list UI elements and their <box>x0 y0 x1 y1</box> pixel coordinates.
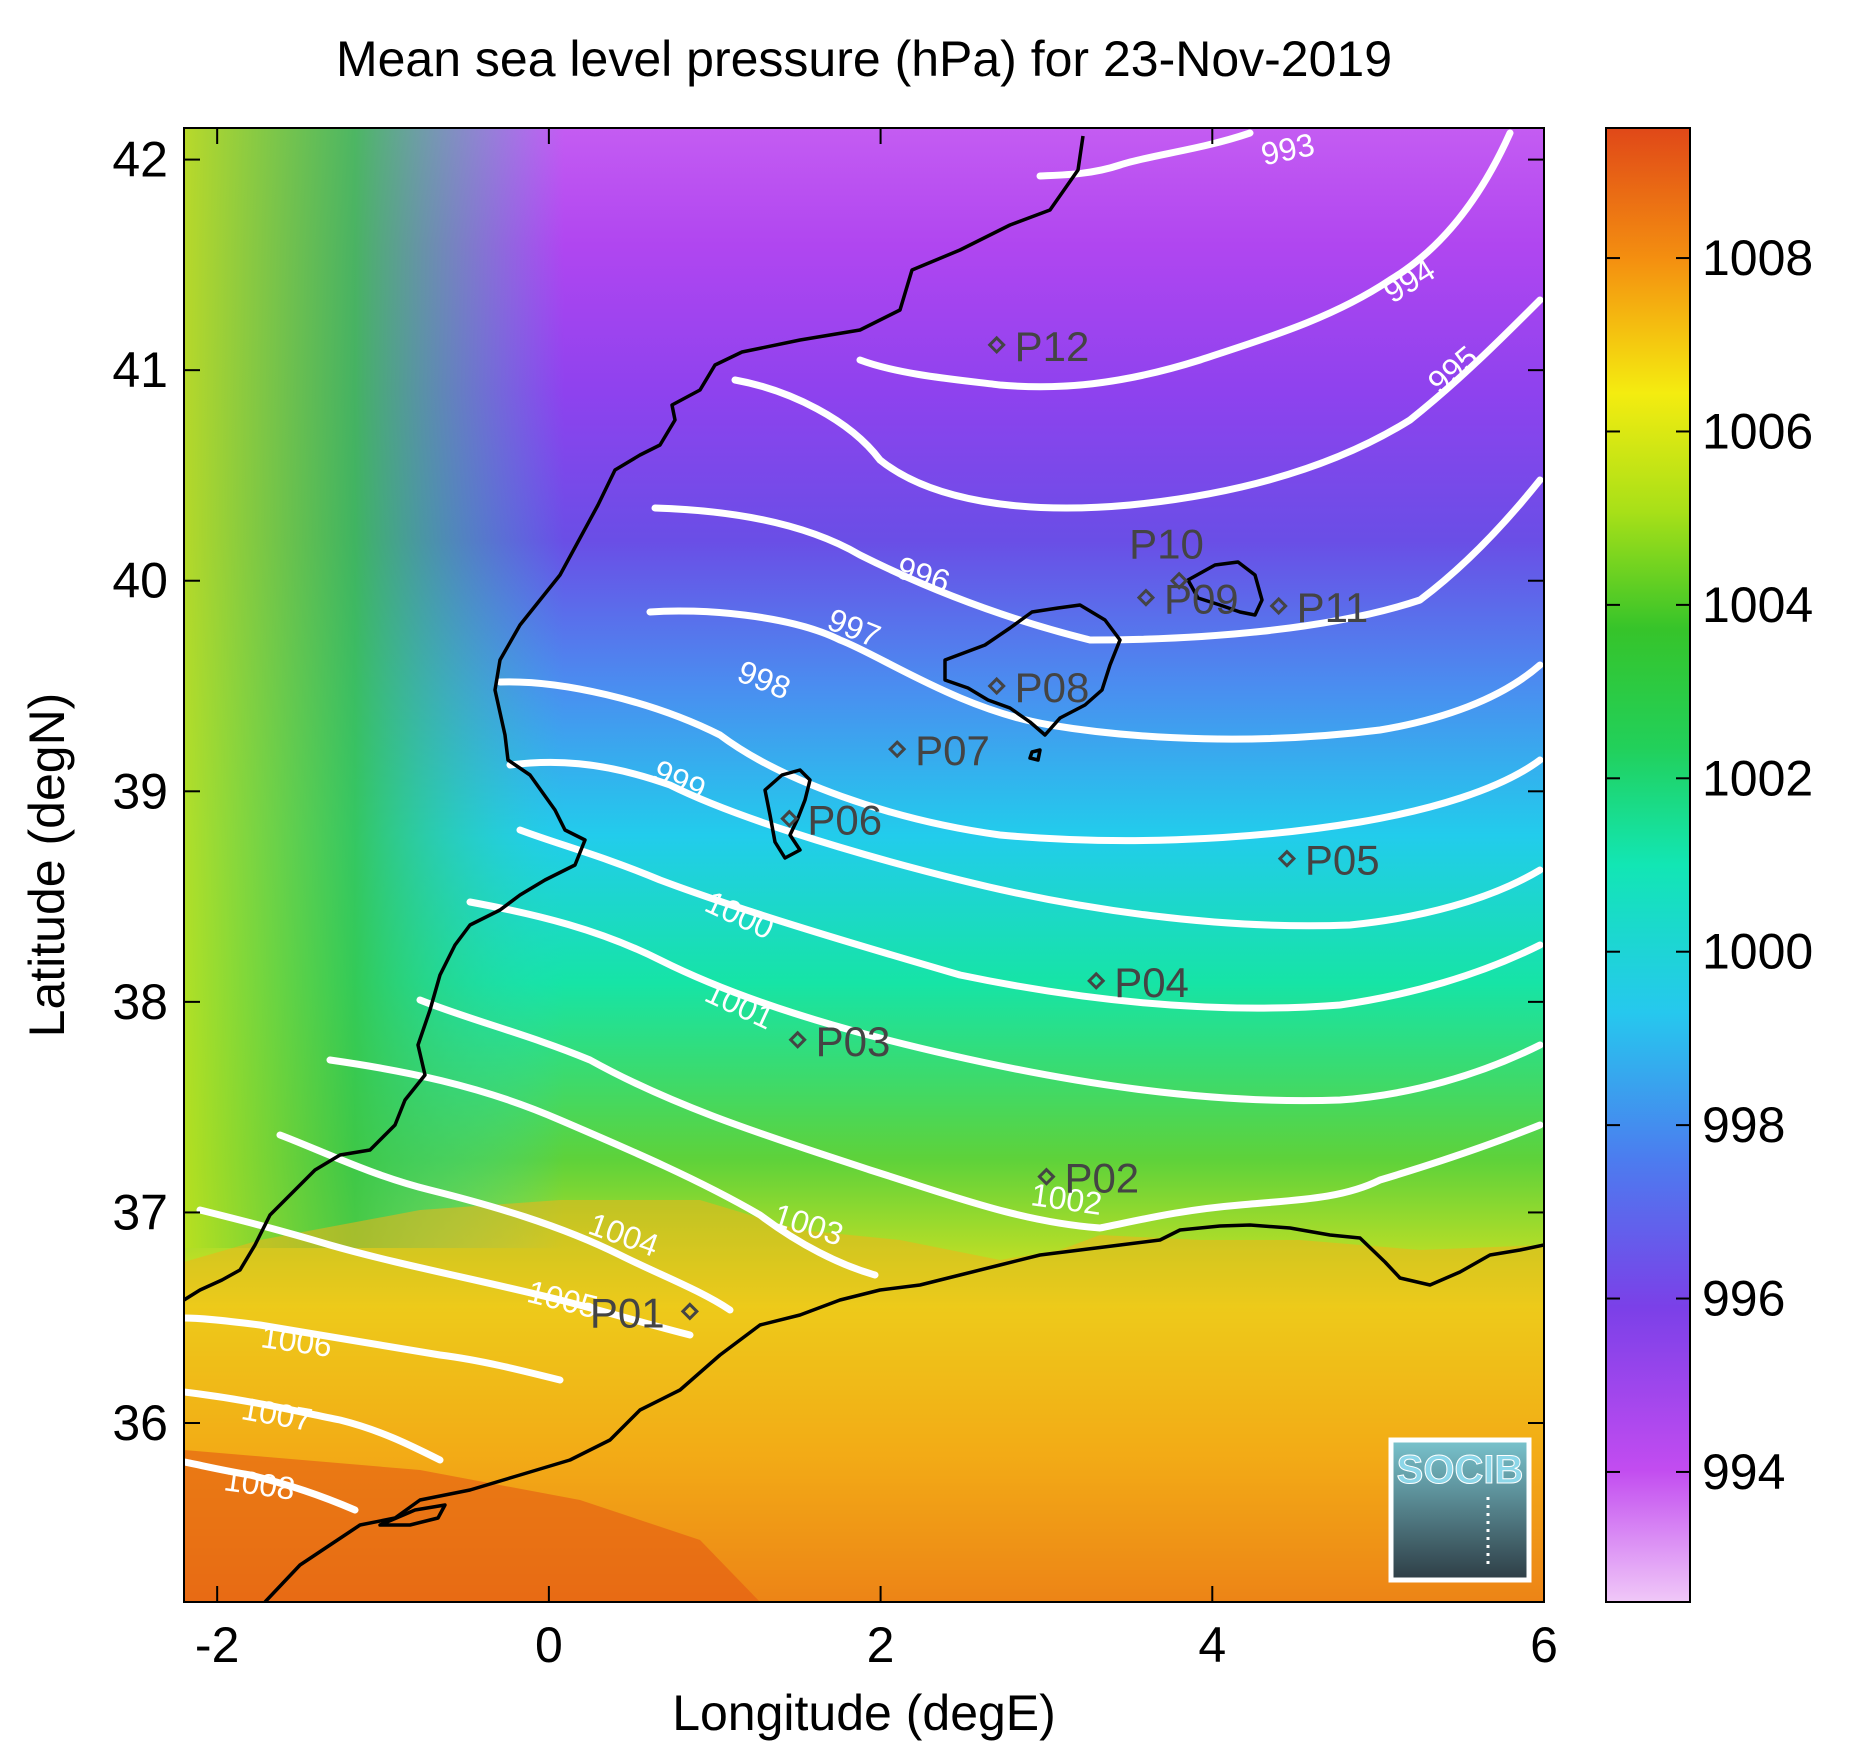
colorbar-tick-label: 1002 <box>1702 750 1813 806</box>
y-tick-label: 39 <box>112 763 168 819</box>
colorbar-ticks: 994 996 998 1000 1002 1004 1006 1008 <box>1606 230 1813 1500</box>
contour-998 <box>496 678 1544 845</box>
x-tick-label: -2 <box>195 1617 239 1673</box>
socib-logo-text: SOCIB <box>1397 1448 1524 1492</box>
station-label-p07: P07 <box>915 727 990 774</box>
station-marker-p04 <box>1087 971 1106 990</box>
station-label-p11: P11 <box>1297 584 1369 631</box>
contour-999 <box>506 758 1544 930</box>
contour-lines <box>184 129 1544 1514</box>
colorbar-gradient <box>1605 127 1691 1603</box>
coastline-ibiza <box>763 768 812 860</box>
coastline-north-africa <box>263 1223 1544 1602</box>
station-label-p10: P10 <box>1129 521 1204 568</box>
station-marker-p12 <box>987 335 1006 355</box>
station-marker-p09 <box>1136 588 1156 607</box>
contour-1003 <box>326 1056 879 1279</box>
y-tick-label: 36 <box>112 1395 168 1451</box>
station-marker-p02 <box>1037 1167 1056 1186</box>
x-tick-label: 0 <box>535 1617 563 1673</box>
land-field-southwest <box>184 1450 760 1602</box>
y-tick-label: 42 <box>112 132 168 188</box>
station-label-p01: P01 <box>590 1289 665 1336</box>
colorbar-tick-label: 1008 <box>1702 230 1813 286</box>
station-label-p03: P03 <box>816 1018 891 1065</box>
socib-logo: SOCIB <box>1388 1437 1532 1583</box>
contour-994 <box>856 129 1514 391</box>
contour-1000 <box>516 826 1544 1012</box>
socib-logo-box <box>1388 1437 1532 1583</box>
plot-frame <box>183 127 1545 1603</box>
station-marker-p07 <box>888 740 907 759</box>
station-label-p04: P04 <box>1114 959 1189 1006</box>
y-axis: 36 37 38 39 40 41 42 <box>112 132 1544 1451</box>
contour-1004 <box>276 1131 734 1314</box>
x-tick-label: 6 <box>1530 1617 1558 1673</box>
contour-1001 <box>466 898 1544 1105</box>
station-marker-p03 <box>788 1030 807 1049</box>
colorbar-tick-label: 996 <box>1702 1271 1785 1327</box>
station-marker-p06 <box>780 809 799 828</box>
station-marker-p08 <box>987 676 1006 696</box>
colorbar-tick-label: 1000 <box>1702 924 1813 980</box>
station-marker-p10 <box>1169 571 1189 590</box>
station-label-p02: P02 <box>1064 1155 1139 1202</box>
y-axis-label: Latitude (degN) <box>19 693 75 1038</box>
y-tick-label: 38 <box>112 974 168 1030</box>
station-label-p05: P05 <box>1305 837 1380 884</box>
contour-1008 <box>184 1458 359 1514</box>
coastline-menorca <box>1186 560 1264 617</box>
station-label-p12: P12 <box>1015 323 1090 370</box>
colorbar-tick-label: 1004 <box>1702 577 1813 633</box>
contour-993 <box>1036 129 1254 180</box>
colorbar-tick-label: 1006 <box>1702 403 1813 459</box>
station-marker-p01 <box>680 1302 699 1321</box>
chart-title: Mean sea level pressure (hPa) for 23-Nov… <box>336 31 1392 87</box>
contour-1005 <box>196 1206 694 1339</box>
contour-996 <box>651 476 1544 644</box>
coastline-alboran <box>378 1503 447 1527</box>
station-marker-p05 <box>1277 849 1297 868</box>
colorbar-tick-label: 994 <box>1702 1444 1785 1500</box>
plot-area: 9939949959969979989991000100110021003100… <box>184 128 1544 1602</box>
land-field-west <box>184 128 564 1248</box>
coastline-iberia <box>184 135 1085 1302</box>
colorbar-tick-label: 998 <box>1702 1097 1785 1153</box>
x-tick-label: 2 <box>867 1617 895 1673</box>
station-label-p08: P08 <box>1015 664 1090 711</box>
coastline-mallorca <box>943 603 1122 737</box>
coastline-cabrera <box>1028 748 1042 762</box>
colorbar: 994 996 998 1000 1002 1004 1006 1008 <box>1605 127 1813 1603</box>
station-marker-p11 <box>1269 596 1288 616</box>
y-tick-label: 40 <box>112 553 168 609</box>
y-tick-label: 41 <box>112 342 168 398</box>
contour-1002 <box>416 996 1544 1232</box>
x-tick-label: 4 <box>1198 1617 1226 1673</box>
x-axis: -2 0 2 4 6 <box>195 128 1558 1673</box>
x-axis-label: Longitude (degE) <box>672 1685 1056 1741</box>
contour-995 <box>731 296 1544 512</box>
contour-1007 <box>184 1388 444 1464</box>
contour-997 <box>646 607 1544 743</box>
y-tick-label: 37 <box>112 1184 168 1240</box>
contour-1006 <box>184 1314 564 1384</box>
station-label-p06: P06 <box>807 797 882 844</box>
coastlines <box>184 135 1544 1602</box>
